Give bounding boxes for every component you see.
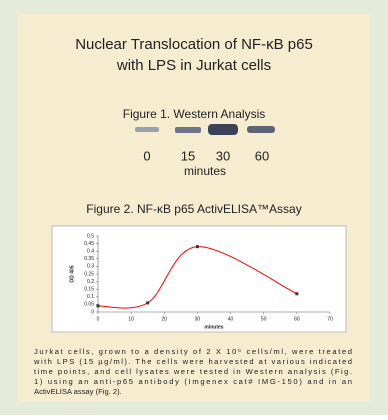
caption-line: time points, and cell lysates were teste… <box>34 367 352 376</box>
page: Nuclear Translocation of NF-κB p65 with … <box>0 0 388 415</box>
x-tick-label: 20 <box>162 316 168 322</box>
lane-label: 30 <box>216 148 230 163</box>
lane-label: 60 <box>255 148 269 163</box>
data-point <box>97 304 100 307</box>
caption-line: Jurkat cells, grown to a density of 2 X … <box>34 347 352 356</box>
data-point <box>196 245 199 248</box>
x-tick-label: 10 <box>128 316 134 322</box>
y-tick-label: 0.25 <box>84 271 94 277</box>
x-tick-label: 40 <box>228 316 234 322</box>
y-tick-label: 0.2 <box>87 279 94 285</box>
x-axis-label: minutes <box>204 324 223 330</box>
figure1-title: Figure 1. Western Analysis <box>123 107 266 121</box>
y-tick-label: 0.15 <box>84 287 94 293</box>
x-tick-label: 0 <box>97 316 100 322</box>
band <box>208 124 238 135</box>
y-tick-label: 0.1 <box>87 294 94 300</box>
data-point <box>146 301 149 304</box>
data-point <box>295 292 298 295</box>
x-tick-label: 60 <box>294 316 300 322</box>
caption-line: 1) using an anti-p65 antibody (Imgenex c… <box>34 377 352 386</box>
lane-axis-label: minutes <box>184 164 226 178</box>
caption-line: ActivELISA assay (Fig. 2). <box>34 387 122 396</box>
title-line: Nuclear Translocation of NF-κB p65 <box>75 36 313 53</box>
title-line: with LPS in Jurkat cells <box>116 57 271 74</box>
band <box>247 126 275 133</box>
y-tick-label: 0.3 <box>87 264 94 270</box>
x-tick-label: 50 <box>261 316 267 322</box>
y-axis-label: OD 405 <box>69 265 75 282</box>
x-tick-label: 30 <box>195 316 201 322</box>
y-tick-label: 0.45 <box>84 241 94 247</box>
y-tick-label: 0.05 <box>84 302 94 308</box>
figure2-title: Figure 2. NF-κB p65 ActivELISA™Assay <box>86 202 301 216</box>
band <box>175 127 201 133</box>
y-tick-label: 0.35 <box>84 256 94 262</box>
lane-label: 15 <box>181 148 195 163</box>
x-tick-label: 70 <box>327 316 333 322</box>
lane-label: 0 <box>143 148 150 163</box>
y-tick-label: 0.4 <box>87 249 94 255</box>
y-tick-label: 0.5 <box>87 233 94 239</box>
band <box>135 127 159 132</box>
y-tick-label: 0 <box>91 309 94 315</box>
caption-line: with LPS (15 µg/ml). The cells were harv… <box>33 357 352 366</box>
